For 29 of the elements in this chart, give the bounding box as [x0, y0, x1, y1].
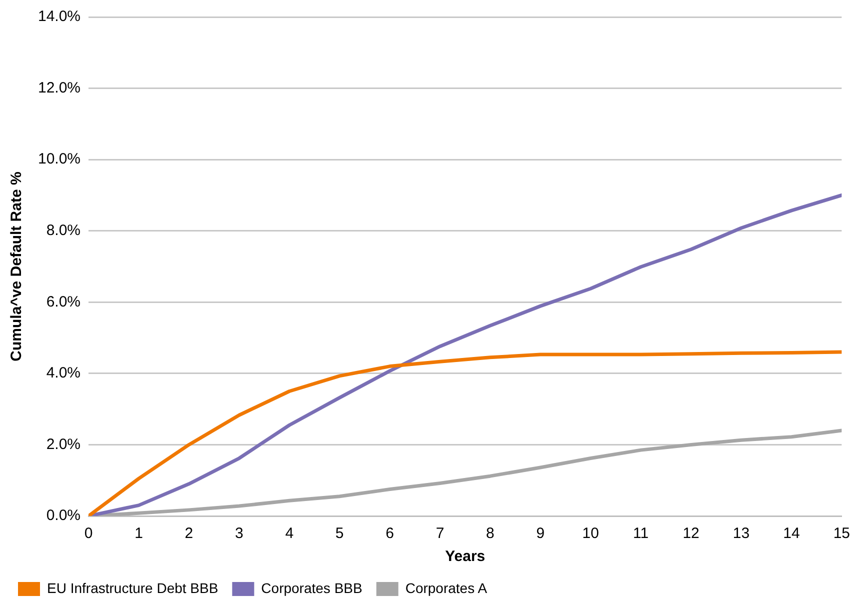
y-tick-label: 0.0%	[46, 507, 81, 524]
y-tick-label: 6.0%	[46, 293, 81, 310]
x-tick-label: 5	[335, 525, 344, 542]
x-tick-label: 10	[582, 525, 599, 542]
x-tick-label: 8	[486, 525, 494, 542]
x-tick-label: 11	[633, 525, 649, 542]
legend-label: Corporates BBB	[261, 580, 362, 596]
x-axis-title: Years	[445, 548, 486, 566]
y-tick-label: 12.0%	[38, 79, 81, 96]
x-tick-label: 15	[833, 525, 850, 542]
y-tick-label: 10.0%	[38, 150, 81, 168]
y-tick-label: 14.0%	[38, 8, 81, 26]
x-tick-label: 12	[682, 525, 700, 542]
y-tick-label: 2.0%	[46, 436, 81, 453]
x-tick-label: 1	[134, 525, 143, 542]
x-tick-label: 9	[536, 525, 545, 542]
x-tick-label: 0	[84, 525, 93, 542]
x-tick-label: 6	[386, 525, 394, 542]
x-tick-label: 3	[234, 525, 244, 542]
y-axis-title: Cumula^ve Default Rate %	[8, 172, 26, 362]
legend-label: Corporates A	[405, 580, 488, 596]
x-tick-label: 2	[184, 525, 194, 542]
x-tick-label: 4	[285, 525, 294, 542]
y-tick-label: 4.0%	[46, 364, 81, 382]
legend-label: EU Infrastructure Debt BBB	[47, 580, 218, 596]
x-tick-label: 14	[783, 525, 800, 542]
x-tick-label: 13	[732, 525, 750, 542]
y-tick-label: 8.0%	[46, 222, 81, 239]
x-tick-label: 7	[436, 525, 444, 542]
